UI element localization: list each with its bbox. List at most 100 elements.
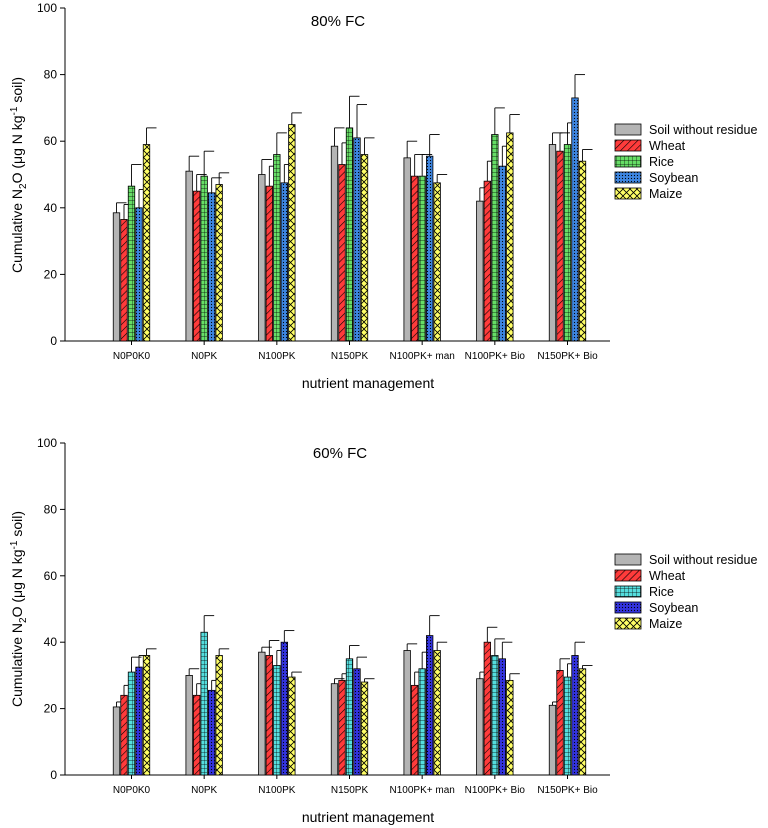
- bar: [483, 180, 491, 342]
- bar: [476, 200, 484, 342]
- bar: [112, 706, 121, 776]
- bar: [411, 175, 419, 342]
- x-tick-label: N0P0K0: [113, 351, 151, 362]
- bar: [185, 675, 193, 776]
- bar: [426, 155, 434, 342]
- axes: 0 20 40 60 80 100 N0P0K0 N0PK N100PK N150PK N100PK…: [37, 1, 610, 362]
- chart-title: 60% FC: [313, 445, 367, 462]
- y-tick-label: 60: [44, 569, 58, 583]
- bar: [280, 641, 288, 776]
- legend: Soil without residue Wheat Rice Soybean Maiz…: [614, 123, 757, 201]
- bar: [483, 641, 491, 776]
- bar: [571, 97, 579, 342]
- bar: [498, 658, 506, 776]
- bar: [215, 184, 223, 342]
- bars: [112, 74, 593, 342]
- legend-label: Wheat: [649, 139, 686, 153]
- legend-label: Rice: [649, 585, 674, 599]
- bar: [433, 182, 441, 342]
- bar: [142, 144, 151, 342]
- bar: [112, 212, 121, 342]
- x-tick-label: N100PK+ Bio: [465, 785, 526, 796]
- bar: [193, 190, 201, 342]
- x-tick-label: N100PK: [258, 785, 296, 796]
- bar: [127, 671, 136, 776]
- bar: [345, 658, 354, 776]
- bar: [215, 655, 223, 776]
- bar: [288, 124, 296, 342]
- x-tick-label: N100PK+ man: [390, 785, 455, 796]
- legend-label: Soybean: [649, 601, 698, 615]
- y-tick-label: 60: [44, 134, 58, 148]
- legend-label: Soil without residue: [649, 553, 757, 567]
- bar: [208, 689, 216, 776]
- y-tick-label: 0: [50, 334, 57, 348]
- legend-swatch: [614, 171, 642, 184]
- bar: [265, 655, 273, 776]
- y-tick-label: 40: [44, 201, 58, 215]
- bar: [418, 175, 426, 342]
- y-tick-label: 20: [44, 267, 58, 281]
- bar: [142, 655, 151, 776]
- bar: [338, 164, 346, 342]
- bar: [360, 681, 369, 776]
- bar: [330, 145, 339, 342]
- bar: [563, 676, 572, 776]
- x-tick-label: N100PK: [258, 351, 296, 362]
- x-tick-label: N100PK+ man: [390, 351, 455, 362]
- bar: [578, 160, 587, 342]
- bar: [498, 165, 506, 342]
- legend-swatch: [614, 187, 642, 200]
- legend-swatch: [614, 601, 642, 614]
- bar: [548, 144, 557, 342]
- x-tick-label: N0P0K0: [113, 785, 151, 796]
- y-tick-label: 80: [44, 502, 58, 516]
- bar: [345, 127, 354, 342]
- bar: [491, 134, 499, 342]
- bar: [273, 154, 281, 342]
- y-tick-label: 0: [50, 768, 57, 782]
- x-axis-label: nutrient management: [302, 809, 434, 825]
- bar: [330, 683, 339, 776]
- bar: [403, 650, 411, 776]
- y-tick-label: 20: [44, 702, 58, 716]
- bar: [338, 679, 346, 776]
- bar: [476, 678, 484, 776]
- chart-panel-60fc: 60% FC nutrient management Cumulative N2…: [9, 436, 757, 825]
- legend-swatch: [614, 617, 642, 630]
- bar: [280, 182, 288, 342]
- bar: [418, 668, 426, 776]
- bar: [120, 219, 128, 342]
- bar: [185, 170, 193, 342]
- x-tick-label: N0PK: [191, 785, 217, 796]
- legend-swatch: [614, 553, 642, 566]
- y-axis-label: Cumulative N2O (μg N kg-1 soil): [9, 511, 29, 707]
- bar: [506, 679, 514, 776]
- y-tick-label: 100: [37, 436, 57, 450]
- bar: [135, 207, 143, 342]
- bar: [273, 665, 281, 776]
- bar: [200, 631, 208, 776]
- y-tick-label: 40: [44, 635, 58, 649]
- x-tick-label: N150PK+ Bio: [537, 351, 598, 362]
- bar: [403, 157, 411, 342]
- y-tick-label: 100: [37, 1, 57, 15]
- bar: [135, 666, 143, 776]
- x-tick-label: N150PK: [331, 351, 369, 362]
- bar: [288, 676, 296, 776]
- legend-swatch: [614, 585, 642, 598]
- bar: [548, 704, 557, 776]
- x-tick-label: N0PK: [191, 351, 217, 362]
- bar: [265, 185, 273, 342]
- bar: [127, 185, 136, 342]
- x-axis-label: nutrient management: [302, 375, 434, 391]
- bar: [208, 192, 216, 342]
- legend: Soil without residue Wheat Rice Soybean Maiz…: [614, 553, 757, 631]
- bar: [506, 132, 514, 342]
- bar: [258, 651, 266, 776]
- legend-label: Maize: [649, 617, 682, 631]
- bar: [578, 668, 587, 776]
- bars: [112, 615, 593, 776]
- bar: [563, 144, 572, 342]
